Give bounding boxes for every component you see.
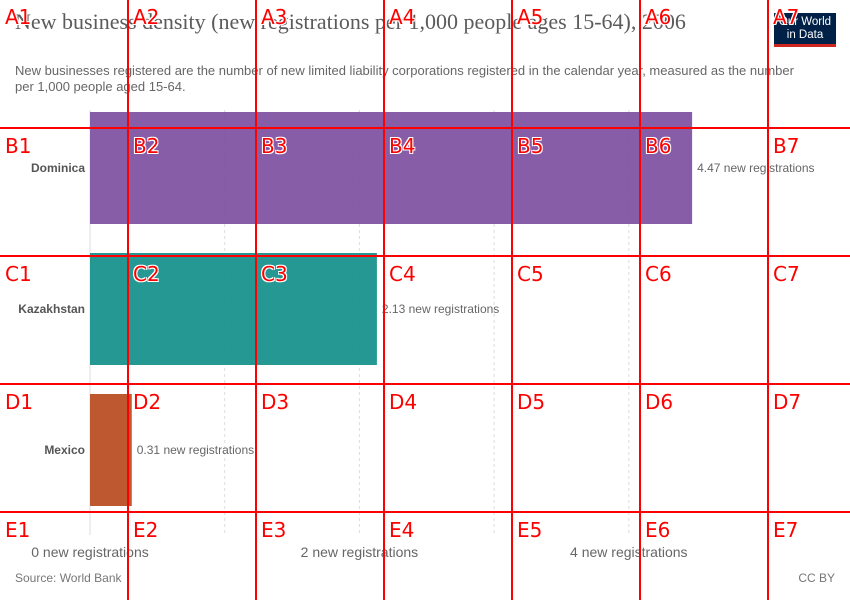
overlay-cell-label: E7 <box>773 518 799 542</box>
overlay-cell-label: A4 <box>389 5 416 29</box>
chart-subtitle: New businesses registered are the number… <box>15 63 794 94</box>
overlay-cell-label: E4 <box>389 518 415 542</box>
overlay-cell-label: E3 <box>261 518 287 542</box>
overlay-cell-label: E2 <box>133 518 159 542</box>
overlay-cell-label: C1 <box>5 262 32 286</box>
overlay-cell-label: B7 <box>773 134 800 158</box>
overlay-cell-label: A1 <box>5 5 32 29</box>
overlay-cell-label: C3 <box>261 262 288 286</box>
overlay-cell-label: A2 <box>133 5 160 29</box>
overlay-cell-label: D1 <box>5 390 34 414</box>
overlay-cell-label: D5 <box>517 390 546 414</box>
bar-dominica[interactable] <box>90 112 693 224</box>
x-tick-label: 4 new registrations <box>570 544 688 560</box>
overlay-cell-label: B3 <box>261 134 288 158</box>
overlay-cell-label: E1 <box>5 518 31 542</box>
category-label: Kazakhstan <box>18 302 85 316</box>
overlay-gridline-vertical <box>639 0 641 600</box>
chart-title: New business density (new registrations … <box>15 9 686 34</box>
overlay-cell-label: A6 <box>645 5 672 29</box>
overlay-cell-label: A7 <box>773 5 800 29</box>
overlay-gridline-horizontal <box>0 383 850 385</box>
overlay-cell-label: B4 <box>389 134 416 158</box>
overlay-gridline-horizontal <box>0 511 850 513</box>
source-note[interactable]: Source: World Bank <box>15 571 122 585</box>
x-tick-label: 0 new registrations <box>31 544 149 560</box>
overlay-cell-label: B5 <box>517 134 544 158</box>
category-label: Dominica <box>31 161 85 175</box>
overlay-cell-label: C7 <box>773 262 800 286</box>
overlay-cell-label: B6 <box>645 134 672 158</box>
x-tick-label: 2 new registrations <box>301 544 419 560</box>
overlay-cell-label: D3 <box>261 390 290 414</box>
logo-line-2: in Data <box>786 29 824 41</box>
overlay-cell-label: C6 <box>645 262 672 286</box>
overlay-cell-label: C4 <box>389 262 416 286</box>
overlay-gridline-vertical <box>255 0 257 600</box>
overlay-cell-label: D6 <box>645 390 674 414</box>
overlay-cell-label: E5 <box>517 518 543 542</box>
overlay-cell-label: A5 <box>517 5 544 29</box>
logo-line-1: Our World <box>778 16 832 28</box>
overlay-cell-label: B2 <box>133 134 160 158</box>
overlay-cell-label: D7 <box>773 390 802 414</box>
license-link[interactable]: CC BY <box>798 571 835 585</box>
overlay-gridline-vertical <box>511 0 513 600</box>
overlay-gridline-vertical <box>767 0 769 600</box>
overlay-cell-label: B1 <box>5 134 32 158</box>
value-label: 2.13 new registrations <box>382 302 499 316</box>
overlay-cell-label: A3 <box>261 5 288 29</box>
value-label: 0.31 new registrations <box>137 443 254 457</box>
overlay-gridline-horizontal <box>0 127 850 129</box>
owid-logo[interactable]: Our World in Data <box>774 13 836 47</box>
bar-kazakhstan[interactable] <box>90 253 377 365</box>
category-label: Mexico <box>44 443 85 457</box>
overlay-gridline-vertical <box>383 0 385 600</box>
overlay-cell-label: E6 <box>645 518 671 542</box>
overlay-cell-label: C2 <box>133 262 160 286</box>
overlay-cell-label: C5 <box>517 262 544 286</box>
overlay-cell-label: D4 <box>389 390 418 414</box>
overlay-cell-label: D2 <box>133 390 162 414</box>
bar-mexico[interactable] <box>90 394 132 506</box>
overlay-gridline-horizontal <box>0 255 850 257</box>
overlay-gridline-vertical <box>127 0 129 600</box>
value-label: 4.47 new registrations <box>697 161 814 175</box>
